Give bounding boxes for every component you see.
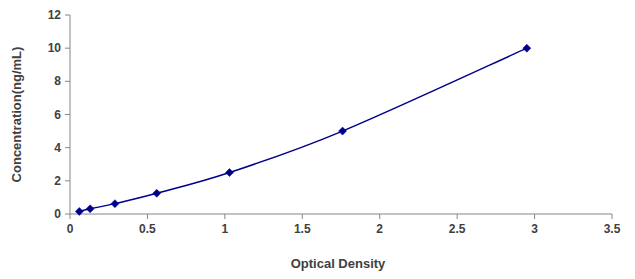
x-tick-label: 0 [67, 222, 74, 236]
y-tick [65, 81, 70, 82]
data-point [226, 169, 234, 177]
x-tick [302, 214, 303, 219]
y-tick [65, 214, 70, 215]
data-point [86, 205, 94, 213]
x-tick [224, 214, 225, 219]
curve [79, 48, 527, 211]
x-tick-label: 0.5 [139, 222, 156, 236]
x-tick-label: 3 [531, 222, 538, 236]
data-point [75, 207, 83, 215]
x-tick [612, 214, 613, 219]
x-tick [147, 214, 148, 219]
x-tick [457, 214, 458, 219]
x-tick-label: 2.5 [449, 222, 466, 236]
y-tick [65, 48, 70, 49]
data-point [153, 189, 161, 197]
x-tick-label: 2 [376, 222, 383, 236]
data-point [339, 127, 347, 135]
chart-container: 0 0.5 1 1.5 2 2.5 3 3.5 0 2 4 6 8 10 12 Optical Density… [0, 0, 635, 279]
data-point [523, 44, 531, 52]
x-tick-label: 1 [222, 222, 229, 236]
y-tick [65, 15, 70, 16]
x-axis-title: Optical Density [291, 256, 386, 271]
y-tick [65, 147, 70, 148]
y-tick [65, 114, 70, 115]
y-tick-label: 10 [48, 41, 62, 55]
x-tick [379, 214, 380, 219]
x-tick-label: 1.5 [294, 222, 311, 236]
x-tick [534, 214, 535, 219]
y-tick-label: 4 [54, 141, 61, 155]
y-tick-label: 0 [54, 207, 61, 221]
data-point [111, 200, 119, 208]
chart-svg: 0 0.5 1 1.5 2 2.5 3 3.5 0 2 4 6 8 10 12 Optical Density… [0, 0, 635, 279]
y-axis-title: Concentration(ng/mL) [9, 47, 24, 183]
y-tick-label: 8 [54, 74, 61, 88]
x-tick [70, 214, 71, 219]
y-tick-label: 12 [48, 8, 62, 22]
y-tick-label: 2 [54, 174, 61, 188]
plot-area [75, 44, 531, 215]
y-tick-label: 6 [54, 108, 61, 122]
x-tick-label: 3.5 [604, 222, 621, 236]
y-tick [65, 180, 70, 181]
x-axis-line [70, 214, 612, 215]
